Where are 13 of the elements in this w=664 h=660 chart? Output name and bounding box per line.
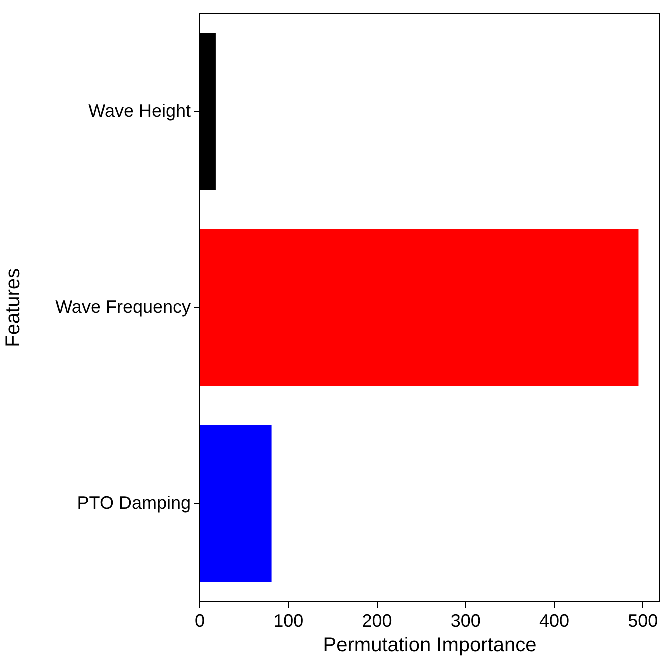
- bar: [200, 426, 272, 582]
- x-tick-label: 0: [194, 610, 206, 631]
- y-tick-label: Wave Height: [88, 100, 191, 121]
- x-tick-label: 200: [362, 610, 392, 631]
- y-axis-title: Features: [2, 268, 25, 348]
- x-tick-label: 400: [540, 610, 570, 631]
- x-axis-title: Permutation Importance: [323, 634, 537, 657]
- y-tick-label: Wave Frequency: [56, 296, 191, 317]
- x-tick-label: 300: [450, 610, 481, 631]
- x-tick-label: 100: [274, 610, 304, 631]
- y-tick-label: PTO Damping: [77, 492, 191, 513]
- x-tick-label: 500: [628, 610, 658, 631]
- bar: [200, 229, 639, 386]
